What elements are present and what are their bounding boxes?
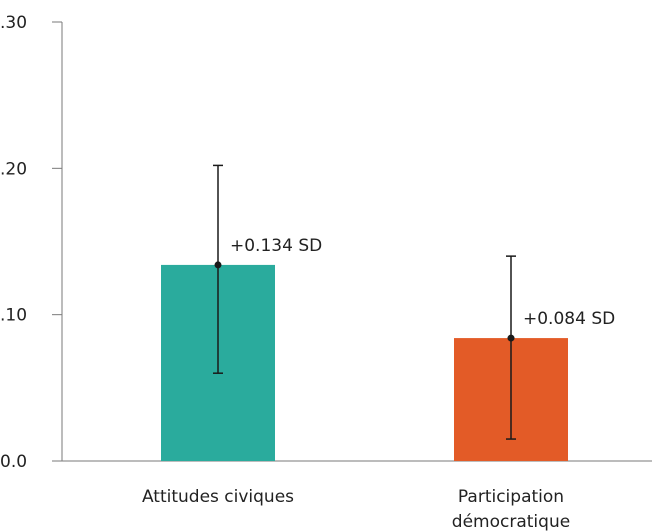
point-estimate [507,334,515,342]
category-label: Attitudes civiques [142,487,294,507]
point-estimate [214,261,222,269]
category-label: Participation [458,487,564,507]
labels: +0.134 SD Attitudes civiques +0.084 SD Part… [142,236,615,532]
bars [161,164,568,461]
y-tick-label: .20 [0,159,27,179]
data-label: +0.134 SD [230,236,322,256]
category-label: démocratique [452,512,570,532]
axes: 0.0 .10 .20 .30 [0,13,652,472]
y-tick-label: .30 [0,13,27,33]
y-tick-label: 0.0 [0,452,27,472]
data-label: +0.084 SD [523,309,615,329]
y-tick-label: .10 [0,306,27,326]
